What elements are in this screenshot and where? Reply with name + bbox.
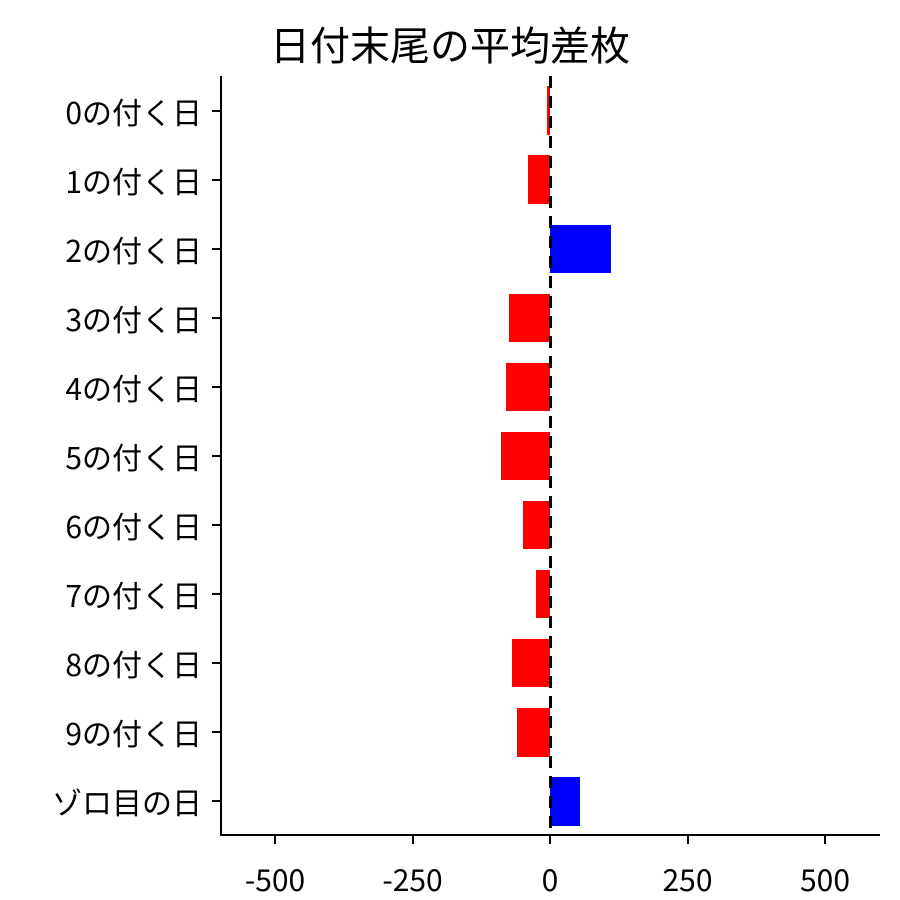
bar	[512, 639, 551, 687]
y-tick-label: 6の付く日	[65, 503, 202, 547]
y-tick-label: 5の付く日	[65, 434, 202, 478]
y-tick	[212, 662, 220, 664]
y-tick	[212, 179, 220, 181]
y-tick	[212, 386, 220, 388]
bar	[550, 225, 611, 273]
bar	[506, 363, 550, 411]
x-tick-label: 0	[542, 856, 559, 900]
y-tick	[212, 110, 220, 112]
bar	[523, 501, 551, 549]
x-tick	[549, 836, 551, 844]
x-tick-label: 250	[663, 856, 713, 900]
y-tick-label: 4の付く日	[65, 365, 202, 409]
y-tick-label: 9の付く日	[65, 710, 202, 754]
x-tick-label: -500	[245, 856, 305, 900]
y-tick-label: 8の付く日	[65, 641, 202, 685]
y-tick	[212, 593, 220, 595]
y-tick	[212, 248, 220, 250]
chart-title: 日付末尾の平均差枚	[0, 14, 900, 72]
y-axis-line	[220, 76, 222, 836]
y-tick-label: ゾロ目の日	[52, 779, 202, 823]
x-tick-label: 500	[800, 856, 850, 900]
x-tick	[412, 836, 414, 844]
plot-area: -500-25002505000の付く日1の付く日2の付く日3の付く日4の付く日…	[220, 76, 880, 836]
y-tick-label: 2の付く日	[65, 227, 202, 271]
bar	[528, 155, 550, 203]
x-tick-label: -250	[382, 856, 442, 900]
bar	[550, 777, 580, 825]
y-tick	[212, 455, 220, 457]
y-tick	[212, 317, 220, 319]
y-tick-label: 7の付く日	[65, 572, 202, 616]
bar	[517, 708, 550, 756]
y-tick-label: 0の付く日	[65, 89, 202, 133]
y-tick	[212, 800, 220, 802]
zero-line	[549, 76, 552, 836]
y-tick	[212, 524, 220, 526]
x-tick	[274, 836, 276, 844]
bar	[509, 294, 550, 342]
y-tick	[212, 731, 220, 733]
x-tick	[687, 836, 689, 844]
y-tick-label: 3の付く日	[65, 296, 202, 340]
x-tick	[824, 836, 826, 844]
bar	[501, 432, 551, 480]
y-tick-label: 1の付く日	[65, 158, 202, 202]
